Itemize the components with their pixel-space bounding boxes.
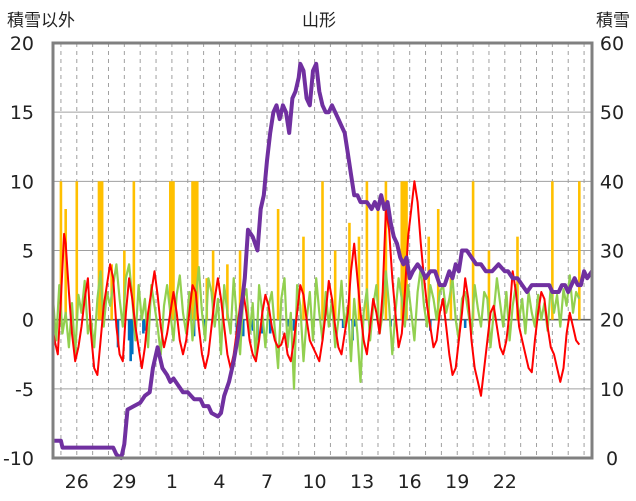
blue-bar (268, 319, 272, 334)
right-tick-label: 60 (600, 33, 624, 55)
left-tick-label: 20 (10, 33, 34, 55)
blue-bar (127, 319, 131, 341)
yellow-bar (123, 250, 126, 320)
x-tick-label: 4 (213, 471, 225, 493)
yellow-bar (195, 181, 199, 320)
yellow-bar (365, 181, 369, 320)
left-tick-label: 15 (10, 102, 34, 124)
yellow-bar (578, 181, 581, 320)
yellow-bar (226, 264, 229, 320)
yellow-bar (169, 181, 172, 320)
yellow-bar (194, 181, 197, 320)
left-tick-label: 10 (10, 171, 34, 193)
yellow-bar (276, 209, 280, 320)
yellow-bar (64, 209, 67, 320)
yellow-bar (427, 236, 431, 320)
yellow-bar (99, 181, 102, 320)
yellow-bar (487, 250, 491, 320)
yellow-bar (100, 181, 104, 320)
lines-layer (51, 61, 594, 460)
x-tick-label: 1 (166, 471, 178, 493)
x-tick-label: 26 (65, 471, 89, 493)
yellow-bar (59, 181, 63, 320)
x-tick-label: 29 (112, 471, 136, 493)
yellow-bar (211, 250, 215, 320)
blue-bar (130, 319, 134, 355)
left-tick-label: 5 (22, 241, 34, 263)
right-tick-label: 50 (600, 102, 624, 124)
yellow-bar (436, 209, 440, 320)
snow-depth-line (53, 61, 594, 460)
x-tick-label: 19 (445, 471, 469, 493)
blue-bar (241, 319, 245, 337)
x-tick-label: 10 (302, 471, 326, 493)
left-axis-label: 積雪以外 (7, 11, 75, 31)
blue-bar (286, 319, 289, 327)
green-series-line (51, 263, 581, 390)
yellow-bar (551, 181, 554, 320)
blue-bar (260, 319, 264, 334)
blue-bar (352, 319, 356, 327)
yellow-bar (132, 181, 136, 320)
right-tick-label: 10 (600, 379, 624, 401)
plot-frame (51, 41, 594, 460)
blue-bar (129, 319, 132, 362)
yellow-bar (191, 181, 194, 320)
right-tick-label: 30 (600, 241, 624, 263)
x-tick-label: 16 (398, 471, 422, 493)
left-tick-label: -5 (15, 379, 34, 401)
yellow-bar (357, 236, 361, 320)
yellow-bar (321, 181, 324, 320)
yellow-bar (348, 222, 351, 320)
blue-bar (143, 319, 147, 331)
yellow-bar (238, 250, 242, 320)
right-axis-label: 積雪 (596, 11, 630, 31)
blue-bar (142, 319, 145, 334)
blue-bar (251, 319, 255, 331)
red-series-line (52, 180, 581, 397)
yellow-bar (449, 278, 453, 320)
yellow-bar (75, 181, 79, 320)
yellow-bar (471, 181, 475, 320)
yellow-bar (97, 181, 101, 320)
yellow-bar (376, 209, 380, 320)
x-tick-label: 13 (350, 471, 374, 493)
right-tick-label: 0 (606, 448, 618, 470)
right-tick-label: 40 (600, 171, 624, 193)
yellow-bar (192, 181, 196, 320)
x-tick-label: 22 (493, 471, 517, 493)
blue-bar (341, 319, 345, 328)
yellow-bar (384, 181, 388, 320)
yellow-bar (403, 181, 407, 320)
blue-bar (463, 319, 467, 328)
yellow-bar (400, 181, 404, 320)
left-tick-label: 0 (22, 310, 34, 332)
blue-bar (292, 319, 296, 331)
yellow-bar (170, 181, 174, 320)
yellow-bar (333, 250, 337, 320)
left-tick-label: -10 (3, 448, 34, 470)
x-tick-label: 7 (261, 471, 273, 493)
yellow-bar (302, 236, 305, 320)
yellow-bar (402, 181, 405, 320)
right-tick-label: 20 (600, 310, 624, 332)
yellow-bar (172, 181, 175, 320)
chart-title: 山形 (302, 11, 336, 31)
